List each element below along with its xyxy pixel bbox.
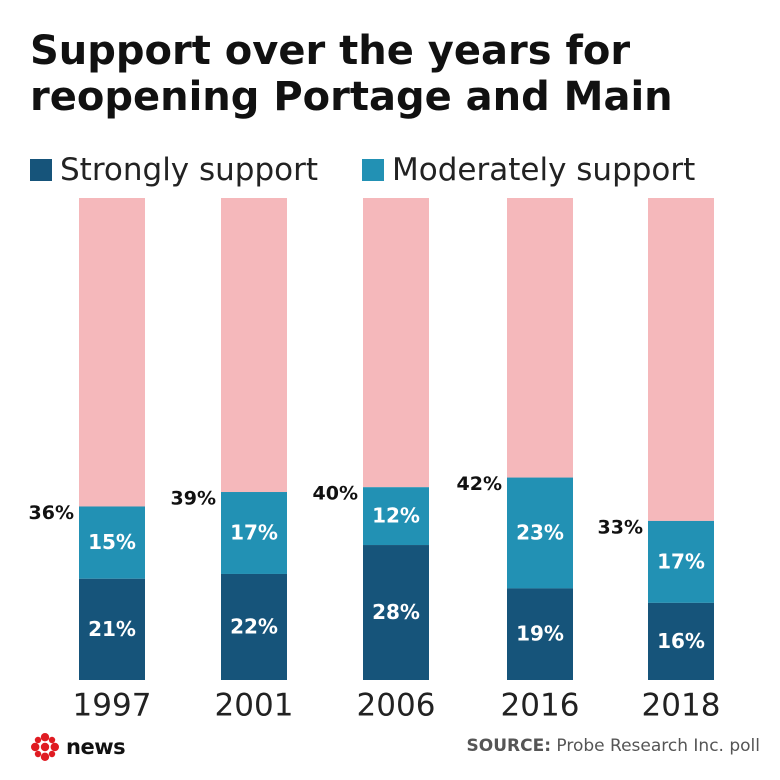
logo-text: news [66,735,126,759]
bar-remainder-2018 [648,198,714,521]
footer: news SOURCE: Probe Research Inc. poll [30,732,760,762]
source-note: SOURCE: Probe Research Inc. poll [467,736,760,756]
label-moderately-2018: 17% [657,549,705,573]
source-text: Probe Research Inc. poll [556,736,760,756]
label-moderately-1997: 15% [88,530,136,554]
bar-moderately-1997 [79,506,145,579]
label-moderately-2016: 23% [516,520,564,544]
legend-label-strongly: Strongly support [60,152,319,188]
label-strongly-2018: 16% [657,629,705,653]
label-moderately-2001: 17% [230,520,278,544]
label-strongly-2001: 22% [230,614,278,638]
legend-swatch-moderately [362,159,385,181]
label-total-2006: 40% [313,483,358,505]
bar-moderately-2018 [648,520,714,603]
bar-remainder-1997 [79,198,145,507]
label-moderately-2006: 12% [372,504,420,528]
source-label: SOURCE: [466,736,551,756]
legend-item-strongly: Strongly support [30,152,318,188]
bar-strongly-2001 [221,573,287,680]
tick-label-1997: 1997 [73,688,152,724]
tick-label-2018: 2018 [642,688,721,724]
bar-strongly-1997 [79,578,145,680]
cbc-news-logo: news [30,732,126,762]
label-total-2018: 33% [598,516,643,538]
label-total-2016: 42% [457,473,502,495]
bar-strongly-2006 [363,545,429,680]
stacked-bar-chart: 21% 15% 36% 1997 22% 17% 39% 2001 28% 12% 40% 2006 1… [29,198,721,724]
legend-label-moderately: Moderately support [392,152,696,188]
label-strongly-2016: 19% [516,622,564,646]
bar-remainder-2016 [507,198,573,478]
bar-strongly-2018 [648,602,714,680]
label-total-1997: 36% [29,502,74,524]
bar-remainder-2006 [363,198,429,488]
cbc-gem-icon [31,733,59,761]
label-total-2001: 39% [171,488,216,510]
chart-title: Support over the years for reopening Por… [30,28,673,120]
bar-moderately-2001 [221,492,287,574]
legend-item-moderately: Moderately support [362,152,695,188]
bar-moderately-2006 [363,487,429,546]
label-strongly-1997: 21% [88,617,136,641]
bar-strongly-2016 [507,588,573,680]
bar-moderately-2016 [507,477,573,589]
tick-label-2016: 2016 [501,688,580,724]
tick-label-2001: 2001 [215,688,294,724]
bar-remainder-2001 [221,198,287,493]
legend: Strongly support Moderately support [30,150,739,190]
legend-swatch-strongly [30,159,52,181]
tick-label-2006: 2006 [357,688,436,724]
label-strongly-2006: 28% [372,600,420,624]
